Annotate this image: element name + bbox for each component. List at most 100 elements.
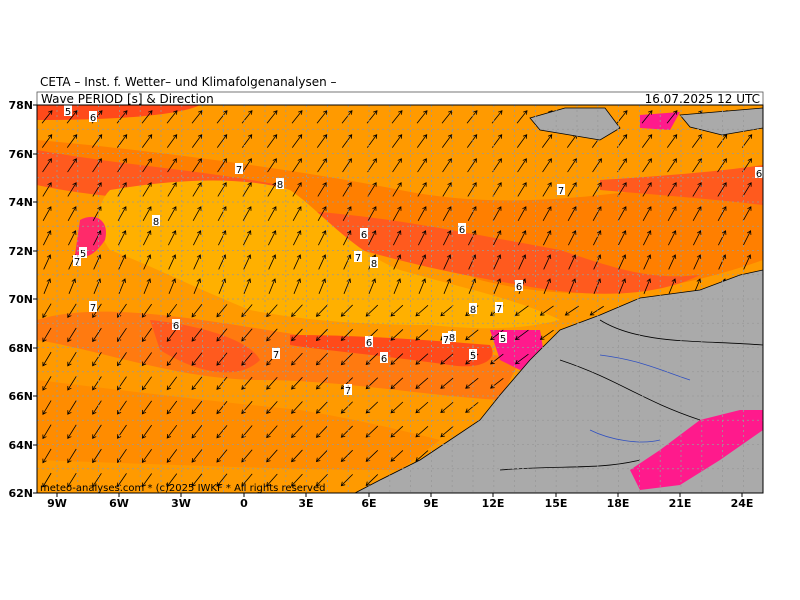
arrow — [92, 376, 102, 391]
arrow — [266, 110, 278, 124]
arrow — [117, 206, 127, 221]
arrow — [490, 329, 504, 341]
arrow — [592, 158, 602, 173]
arrow — [492, 158, 502, 173]
arrow — [466, 134, 478, 148]
longitude-label: 21E — [669, 497, 692, 510]
arrow — [315, 473, 328, 487]
product-title: Wave PERIOD [s] & Direction — [41, 92, 214, 106]
arrow — [92, 424, 102, 439]
arrow — [641, 110, 653, 124]
arrow — [191, 425, 203, 439]
arrow — [493, 230, 502, 246]
arrow — [216, 376, 228, 391]
arrow — [315, 377, 328, 390]
arrow — [42, 351, 52, 367]
arrow — [567, 182, 577, 197]
contour-label: 6 — [756, 169, 762, 180]
arrow — [191, 110, 203, 124]
arrow — [440, 305, 454, 317]
arrow — [191, 304, 203, 318]
contour-label-bg — [64, 105, 72, 116]
arrow — [67, 424, 77, 440]
arrow — [440, 426, 454, 438]
arrow — [91, 134, 103, 148]
arrow — [516, 110, 528, 124]
arrow — [542, 182, 552, 197]
arrow — [367, 182, 377, 197]
arrow — [467, 182, 477, 197]
contour-label-bg — [370, 257, 378, 268]
contour-label: 6 — [366, 338, 372, 349]
contour-label-bg — [557, 184, 565, 195]
contour-label-bg — [515, 280, 523, 291]
land-scandinavia — [354, 269, 763, 493]
arrow — [216, 473, 228, 487]
arrow — [266, 449, 278, 463]
arrow — [291, 473, 303, 487]
arrow — [717, 206, 727, 221]
arrow — [316, 134, 328, 148]
arrow — [266, 134, 278, 148]
arrow — [117, 352, 127, 367]
arrow — [415, 377, 429, 389]
arrow — [141, 134, 153, 148]
longitude-label: 12E — [482, 497, 505, 510]
arrow — [717, 182, 727, 197]
longitude-label: 24E — [731, 497, 754, 510]
arrow — [593, 230, 602, 246]
arrow — [368, 278, 377, 294]
arrow — [118, 254, 127, 270]
latitude-label: 76N — [8, 148, 33, 161]
arrow — [392, 158, 402, 173]
arrow — [618, 254, 627, 270]
arrow — [643, 278, 652, 294]
arrow — [166, 110, 178, 124]
arrow — [743, 254, 752, 270]
contour-label: 5 — [500, 334, 506, 345]
arrow — [191, 376, 203, 391]
arrow — [217, 158, 227, 173]
arrow — [141, 473, 152, 488]
arrow — [166, 134, 178, 148]
arrow — [242, 206, 252, 221]
arrow — [368, 230, 377, 246]
arrow — [514, 353, 529, 365]
arrow — [41, 134, 53, 148]
arrow — [192, 182, 202, 197]
contour-label-bg — [79, 247, 87, 258]
arrow — [67, 206, 77, 221]
arrow — [66, 134, 78, 148]
arrow — [417, 158, 427, 173]
arrow — [166, 473, 178, 488]
longitude-label: 9W — [47, 497, 67, 510]
arrow — [117, 158, 127, 173]
arrow — [340, 377, 353, 390]
arrow — [416, 110, 428, 124]
arrow — [393, 278, 402, 294]
arrow — [666, 110, 678, 124]
arrow — [539, 305, 554, 316]
arrow — [340, 474, 353, 487]
arrow — [141, 376, 152, 391]
arrow — [118, 278, 127, 294]
arrow — [67, 473, 77, 488]
arrow — [92, 206, 102, 221]
arrow — [642, 182, 652, 197]
arrow — [117, 327, 127, 343]
contour-label-bg — [360, 228, 368, 239]
arrow — [342, 182, 352, 197]
contour-label: 7 — [90, 303, 96, 314]
arrow — [718, 254, 727, 270]
arrow — [117, 303, 127, 318]
arrow — [168, 254, 177, 270]
arrow — [415, 329, 429, 341]
borders — [499, 319, 763, 471]
arrow — [266, 425, 278, 439]
arrow — [241, 352, 253, 366]
arrow — [514, 329, 529, 341]
arrow — [543, 254, 552, 270]
arrow — [117, 448, 127, 464]
arrow — [141, 328, 152, 342]
arrow — [340, 304, 353, 317]
